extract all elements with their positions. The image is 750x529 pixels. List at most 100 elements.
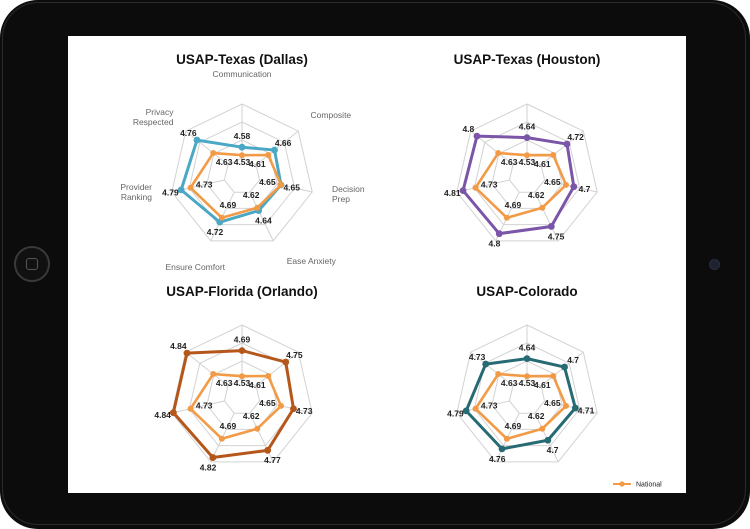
grid-spoke — [259, 179, 313, 193]
axis-label: Communication — [212, 69, 271, 79]
grid-ring — [473, 121, 581, 226]
data-label: 4.62 — [243, 411, 260, 421]
data-label: 4.65 — [544, 398, 561, 408]
data-label: 4.62 — [528, 190, 545, 200]
data-point — [462, 407, 470, 415]
data-point — [265, 373, 272, 380]
data-label: 4.76 — [180, 128, 197, 138]
data-label: 4.73 — [481, 401, 498, 411]
axis-label: Composite — [311, 110, 352, 120]
chart-title: USAP-Florida (Orlando) — [166, 284, 318, 299]
data-point — [561, 363, 568, 371]
chart-title: USAP-Texas (Dallas) — [176, 52, 308, 67]
data-point — [271, 146, 278, 154]
screen: USAP-Texas (Dallas) Communication Composit… — [68, 36, 686, 493]
legend-marker — [619, 481, 625, 487]
data-label: 4.71 — [578, 405, 595, 415]
data-label: 4.63 — [216, 378, 233, 388]
data-point — [539, 425, 546, 432]
data-label: 4.72 — [207, 227, 224, 237]
grid-spoke — [185, 130, 229, 166]
grid-spoke — [544, 400, 598, 414]
data-label: 4.73 — [196, 180, 213, 190]
data-point — [210, 150, 217, 157]
data-label: 4.64 — [255, 216, 272, 226]
data-point — [498, 445, 506, 453]
axis-label: Privacy Respected — [133, 107, 174, 127]
data-point — [503, 214, 510, 221]
data-point — [238, 347, 246, 354]
data-point — [265, 152, 272, 159]
axis-label-line: Decision — [332, 184, 365, 194]
data-point — [523, 134, 531, 141]
grid-spoke — [249, 413, 274, 463]
data-label: 4.66 — [275, 138, 292, 148]
data-point — [239, 152, 245, 159]
grid-ring — [206, 139, 278, 209]
data-point — [562, 181, 569, 188]
series-line — [189, 372, 283, 441]
data-label: 4.8 — [489, 239, 501, 249]
data-label: 4.62 — [528, 411, 545, 421]
data-point — [264, 446, 272, 454]
axis-label: Provider Ranking — [120, 182, 152, 202]
data-label: 4.75 — [286, 350, 303, 360]
grid-spoke — [185, 351, 229, 387]
grid-ring — [491, 139, 563, 209]
data-label: 4.69 — [505, 200, 522, 210]
data-label: 4.84 — [154, 410, 171, 420]
data-label: 4.63 — [501, 157, 518, 167]
grid-spoke — [540, 130, 584, 166]
series-line — [474, 372, 568, 441]
data-point — [544, 436, 552, 444]
data-label: 4.73 — [196, 401, 213, 411]
data-point — [524, 152, 530, 159]
series-line — [474, 151, 568, 220]
axis-label-line: Ease Anxiety — [287, 256, 337, 266]
data-label: 4.53 — [519, 157, 536, 167]
data-label: 4.7 — [567, 355, 579, 365]
series-line — [464, 357, 577, 451]
grid-spoke — [534, 192, 559, 242]
axis-label: Ensure Comfort — [166, 262, 226, 272]
data-label: 4.63 — [216, 157, 233, 167]
grid-spoke — [255, 351, 299, 387]
data-point — [495, 230, 503, 238]
axis-label-line: Respected — [133, 117, 174, 127]
data-point — [169, 409, 177, 417]
data-point — [277, 181, 284, 188]
data-point — [550, 152, 557, 159]
data-label: 4.61 — [534, 159, 551, 169]
home-button[interactable] — [14, 246, 50, 282]
axis-label-line: Composite — [311, 110, 352, 120]
data-label: 4.61 — [534, 380, 551, 390]
grid-ring — [508, 378, 546, 414]
legend-label: National — [636, 482, 662, 489]
grid-spoke — [255, 130, 299, 166]
data-point — [550, 373, 557, 380]
axis-label-line: Ranking — [121, 192, 152, 202]
data-point — [277, 402, 284, 409]
data-point — [482, 360, 490, 368]
data-label: 4.73 — [296, 406, 313, 416]
data-point — [459, 187, 467, 194]
data-point — [218, 435, 225, 442]
data-point — [282, 358, 290, 366]
data-point — [187, 184, 194, 191]
data-label: 4.53 — [234, 157, 251, 167]
data-point — [177, 186, 185, 194]
axis-label-line: Prep — [332, 194, 350, 204]
data-label: 4.58 — [234, 131, 251, 141]
chart-title: USAP-Colorado — [476, 284, 577, 299]
axis-label-line: Privacy — [146, 107, 175, 117]
data-label: 4.77 — [264, 455, 281, 465]
data-label: 4.73 — [469, 352, 486, 362]
data-label: 4.53 — [234, 378, 251, 388]
data-point — [472, 184, 479, 191]
data-point — [503, 435, 510, 442]
data-label: 4.79 — [447, 408, 464, 418]
data-label: 4.76 — [489, 454, 506, 464]
data-point — [209, 454, 217, 461]
